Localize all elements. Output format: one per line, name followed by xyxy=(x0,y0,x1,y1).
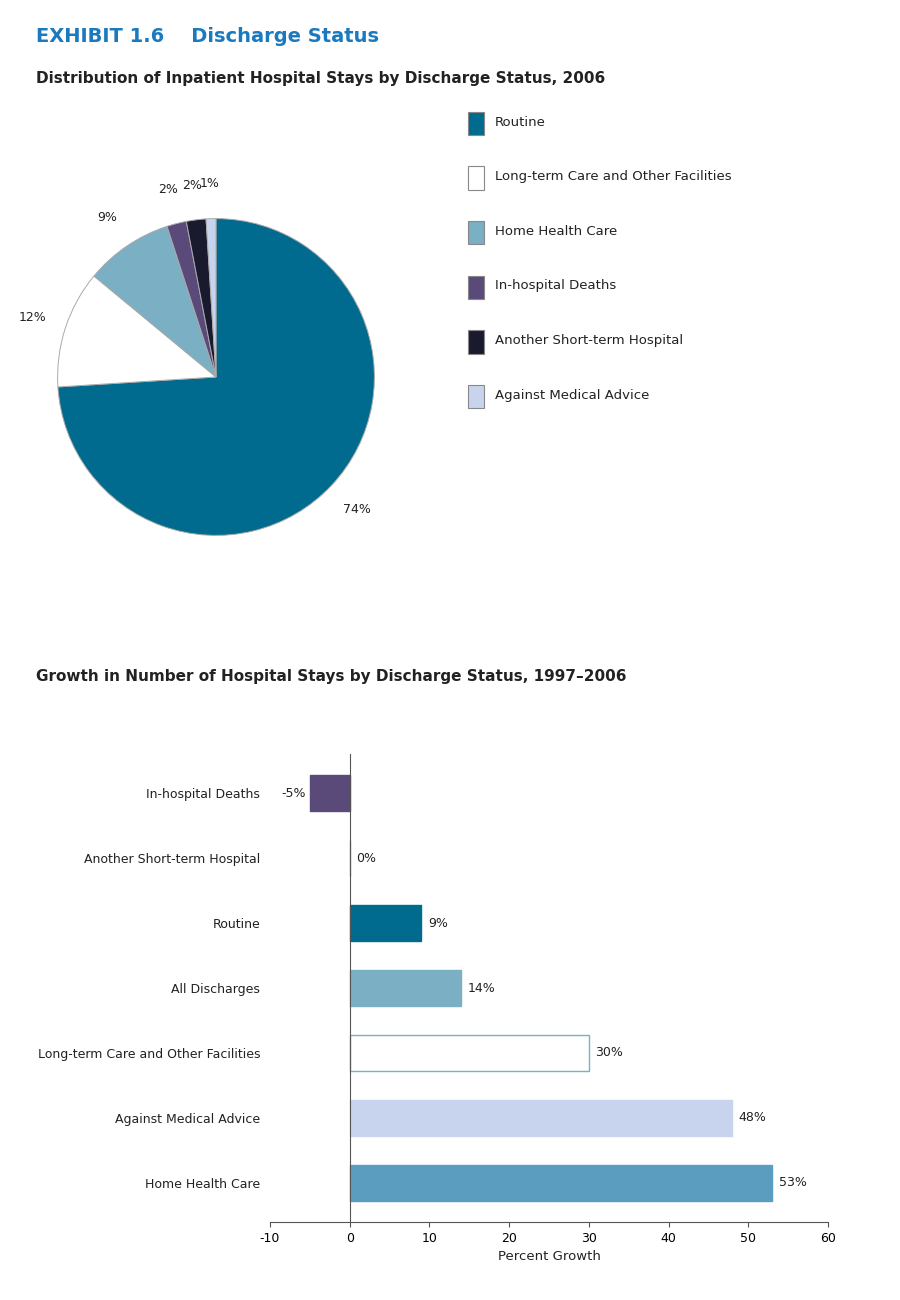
Text: Routine: Routine xyxy=(495,116,546,129)
Wedge shape xyxy=(167,221,216,377)
Text: 2%: 2% xyxy=(182,179,202,192)
Text: 74%: 74% xyxy=(343,503,371,516)
Bar xyxy=(350,1035,589,1071)
Bar xyxy=(310,775,350,811)
Bar xyxy=(350,970,462,1006)
Wedge shape xyxy=(58,218,374,536)
Bar xyxy=(350,1100,733,1136)
Bar xyxy=(350,905,421,941)
Text: Against Medical Advice: Against Medical Advice xyxy=(495,389,650,402)
Text: Growth in Number of Hospital Stays by Discharge Status, 1997–2006: Growth in Number of Hospital Stays by Di… xyxy=(36,670,626,685)
Text: EXHIBIT 1.6    Discharge Status: EXHIBIT 1.6 Discharge Status xyxy=(36,27,379,47)
Text: 53%: 53% xyxy=(778,1176,806,1190)
Text: 1%: 1% xyxy=(200,177,220,190)
Text: 0%: 0% xyxy=(356,852,376,864)
Text: 48%: 48% xyxy=(739,1112,767,1124)
Text: 12%: 12% xyxy=(18,311,46,324)
Wedge shape xyxy=(94,226,216,377)
Text: Long-term Care and Other Facilities: Long-term Care and Other Facilities xyxy=(495,170,732,183)
Text: 9%: 9% xyxy=(428,916,447,930)
Text: -5%: -5% xyxy=(282,786,306,800)
X-axis label: Percent Growth: Percent Growth xyxy=(498,1251,600,1264)
Text: 9%: 9% xyxy=(97,211,117,224)
Text: 14%: 14% xyxy=(468,982,495,994)
Text: Distribution of Inpatient Hospital Stays by Discharge Status, 2006: Distribution of Inpatient Hospital Stays… xyxy=(36,72,605,87)
Bar xyxy=(350,1165,772,1201)
Text: In-hospital Deaths: In-hospital Deaths xyxy=(495,280,617,292)
Text: Another Short-term Hospital: Another Short-term Hospital xyxy=(495,334,683,347)
Wedge shape xyxy=(206,218,216,377)
Wedge shape xyxy=(58,276,216,387)
Text: Home Health Care: Home Health Care xyxy=(495,225,617,238)
Text: 2%: 2% xyxy=(158,183,178,196)
Wedge shape xyxy=(186,218,216,377)
Text: 30%: 30% xyxy=(595,1046,623,1059)
